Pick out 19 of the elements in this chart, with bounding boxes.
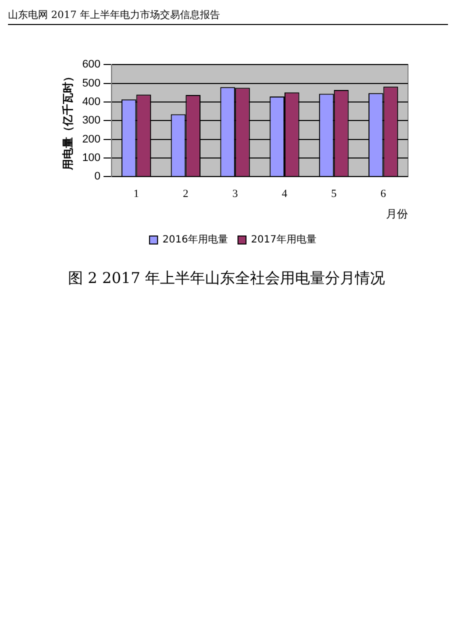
x-tick-label: 6	[380, 188, 387, 200]
y-tick-label: 300	[82, 114, 101, 127]
x-tick-label: 2	[182, 188, 188, 200]
x-tick-label: 4	[282, 188, 288, 200]
x-tick-label: 3	[232, 188, 238, 200]
y-tick-label: 400	[82, 96, 101, 108]
y-tick-label: 600	[82, 58, 101, 71]
y-axis-title: 用电量（亿千瓦时）	[61, 71, 74, 172]
legend-label: 2017年用电量	[251, 234, 316, 246]
x-tick-label: 5	[331, 188, 338, 200]
text: 山东电网 2017 年上半年电力市场交易信息报告	[8, 8, 448, 25]
x-axis-title: 月份	[386, 207, 408, 220]
x-tick-label: 1	[134, 188, 140, 200]
y-tick-label: 200	[82, 133, 101, 146]
text: 图 2 2017 年上半年山东全社会用电量分月情况	[68, 269, 386, 288]
y-tick-label: 500	[82, 77, 101, 90]
y-tick-label: 0	[94, 170, 101, 183]
legend-label: 2016年用电量	[162, 234, 228, 246]
y-tick-label: 100	[82, 152, 101, 164]
